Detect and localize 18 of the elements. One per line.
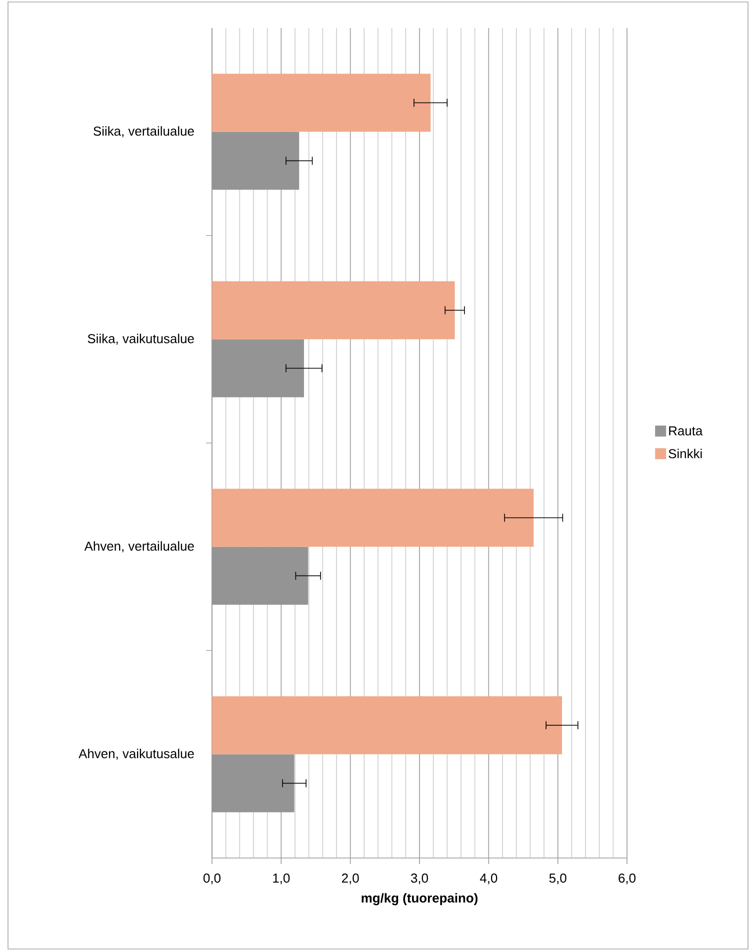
bar bbox=[212, 488, 534, 547]
legend-label: Sinkki bbox=[668, 448, 702, 458]
x-tick-label: 1,0 bbox=[273, 874, 290, 884]
bar bbox=[212, 281, 455, 340]
x-tick-label: 2,0 bbox=[342, 874, 359, 884]
y-tick-label: Ahven, vertailualue bbox=[84, 541, 194, 552]
x-tick-label: 3,0 bbox=[411, 874, 428, 884]
x-tick-label: 0,0 bbox=[204, 874, 221, 884]
y-tick-label: Ahven, vaikutusalue bbox=[78, 748, 194, 760]
bar bbox=[212, 696, 562, 754]
x-axis-title: mg/kg (tuorepaino) bbox=[362, 893, 478, 906]
x-tick-label: 4,0 bbox=[480, 874, 498, 884]
bar bbox=[212, 74, 431, 132]
x-tick-label: 6,0 bbox=[618, 874, 636, 884]
y-tick-label: Siika, vertailualue bbox=[94, 126, 194, 138]
legend-label: Rauta bbox=[669, 426, 703, 436]
x-tick-label: 5,0 bbox=[549, 874, 566, 884]
y-tick-label: Siika, vaikutusalue bbox=[88, 334, 194, 345]
